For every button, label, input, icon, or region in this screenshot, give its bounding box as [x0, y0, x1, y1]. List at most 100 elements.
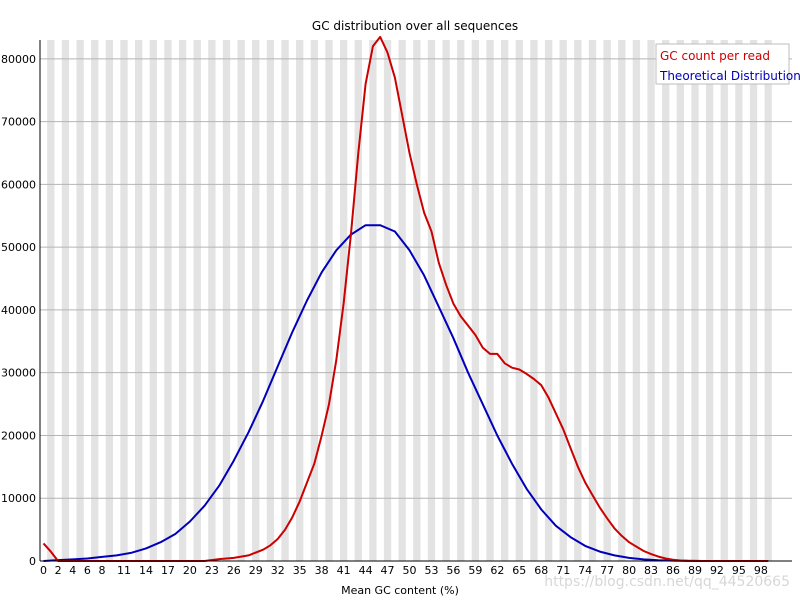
x-tick-label: 4	[69, 564, 76, 577]
y-tick-label: 20000	[1, 429, 36, 442]
background-band	[310, 40, 318, 561]
x-tick-label: 35	[293, 564, 307, 577]
x-tick-label: 11	[117, 564, 131, 577]
background-band	[413, 40, 421, 561]
y-tick-label: 40000	[1, 304, 36, 317]
background-band	[193, 40, 201, 561]
background-band	[471, 40, 480, 561]
background-band	[486, 40, 494, 561]
x-tick-label: 41	[337, 564, 351, 577]
background-band	[574, 40, 582, 561]
background-band	[427, 40, 436, 561]
background-band	[662, 40, 670, 561]
background-band	[764, 40, 772, 561]
background-band	[208, 40, 216, 561]
y-tick-label: 60000	[1, 178, 36, 191]
x-tick-label: 92	[710, 564, 724, 577]
x-tick-label: 95	[732, 564, 746, 577]
legend-box	[655, 43, 790, 85]
x-tick-label: 80	[622, 564, 636, 577]
background-band	[588, 40, 597, 561]
x-axis-title: Mean GC content (%)	[341, 584, 459, 597]
background-band	[559, 40, 567, 561]
background-band	[647, 40, 655, 561]
background-band	[383, 40, 392, 561]
background-band	[544, 40, 553, 561]
y-tick-label: 50000	[1, 241, 36, 254]
background-band	[530, 40, 538, 561]
background-band	[515, 40, 523, 561]
y-tick-label: 70000	[1, 116, 36, 129]
background-band	[105, 40, 114, 561]
x-tick-label: 23	[205, 564, 219, 577]
background-band	[720, 40, 728, 561]
x-tick-label: 38	[315, 564, 329, 577]
background-band	[618, 40, 626, 561]
x-tick-label: 68	[534, 564, 548, 577]
background-band	[735, 40, 743, 561]
x-tick-label: 6	[84, 564, 91, 577]
watermark-text: https://blog.csdn.net/qq_44520665	[544, 574, 790, 590]
x-tick-label: 0	[40, 564, 47, 577]
background-band	[281, 40, 289, 561]
y-tick-label: 0	[29, 555, 36, 568]
series-lines	[42, 35, 769, 562]
background-band	[501, 40, 509, 561]
background-band	[222, 40, 231, 561]
background-band	[398, 40, 406, 561]
x-tick-label: 50	[403, 564, 417, 577]
x-tick-label: 29	[249, 564, 263, 577]
legend-entry: GC count per read	[660, 49, 770, 63]
y-tick-labels: 0 10000 20000 30000 40000 50000 60000 70000 8000…	[1, 53, 36, 568]
background-band	[61, 40, 70, 561]
background-band	[296, 40, 304, 561]
background-band	[178, 40, 187, 561]
x-tick-label: 44	[359, 564, 373, 577]
background-band	[237, 40, 245, 561]
x-tick-label: 14	[139, 564, 153, 577]
legend-entry: Theoretical Distribution	[659, 69, 800, 83]
x-tick-label: 2	[55, 564, 62, 577]
background-band	[676, 40, 684, 561]
x-tick-label: 59	[468, 564, 482, 577]
x-tick-label: 32	[271, 564, 285, 577]
background-band	[457, 40, 465, 561]
x-tick-label: 65	[512, 564, 526, 577]
y-tick-label: 80000	[1, 53, 36, 66]
x-tick-label: 62	[490, 564, 504, 577]
x-tick-label: 83	[644, 564, 658, 577]
background-band	[252, 40, 260, 561]
background-band	[632, 40, 641, 561]
background-band	[47, 40, 55, 561]
background-band	[266, 40, 275, 561]
x-tick-label: 74	[578, 564, 592, 577]
background-band	[442, 40, 450, 561]
background-band	[120, 40, 128, 561]
x-tick-label: 77	[600, 564, 614, 577]
background-band	[749, 40, 758, 561]
background-band	[705, 40, 714, 561]
x-tick-label: 53	[424, 564, 438, 577]
background-band	[149, 40, 157, 561]
x-tick-label: 47	[381, 564, 395, 577]
background-band	[369, 40, 377, 561]
x-tick-label: 8	[99, 564, 106, 577]
x-tick-label: 17	[161, 564, 175, 577]
background-band	[691, 40, 699, 561]
legend: GC count per read Theoretical Distributio…	[655, 43, 800, 85]
background-band	[135, 40, 143, 561]
y-tick-label: 30000	[1, 367, 36, 380]
background-band	[354, 40, 362, 561]
background-band	[76, 40, 84, 561]
series-line-theoretical-distribution	[43, 224, 769, 562]
series-line-gc-count-per-read	[42, 35, 769, 562]
x-tick-label: 20	[183, 564, 197, 577]
background-bands	[40, 40, 792, 561]
background-band	[325, 40, 333, 561]
x-tick-label: 71	[556, 564, 570, 577]
background-band	[91, 40, 99, 561]
background-band	[603, 40, 611, 561]
chart-title: GC distribution over all sequences	[312, 19, 518, 33]
x-tick-label: 56	[446, 564, 460, 577]
